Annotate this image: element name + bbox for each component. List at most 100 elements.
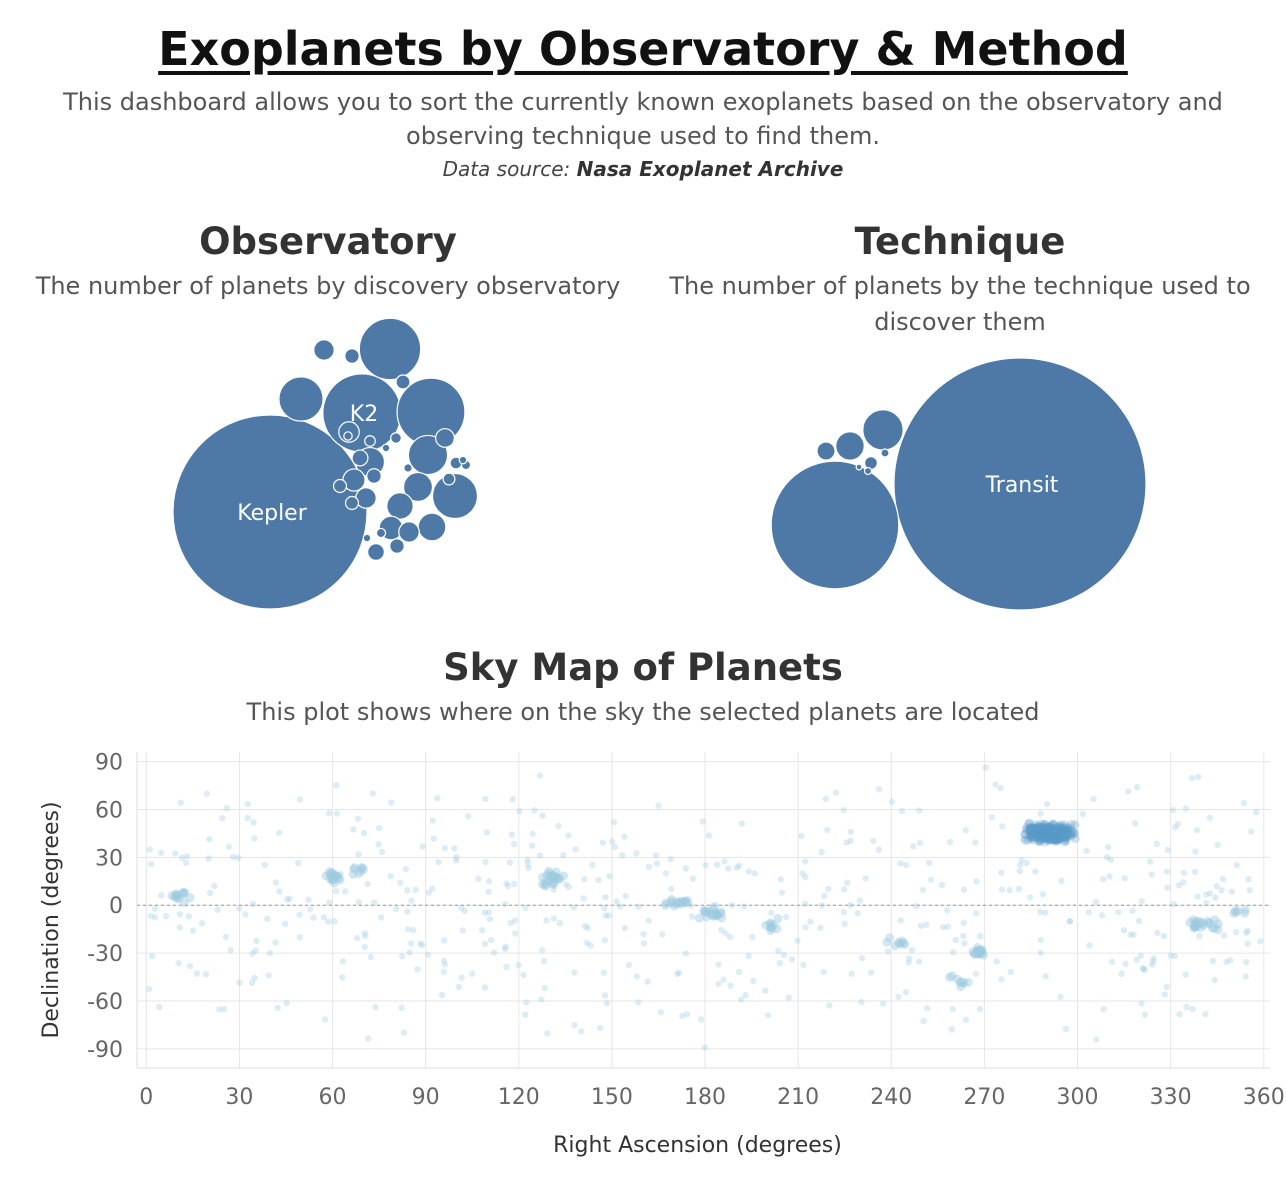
- planet-point: [1053, 833, 1063, 843]
- observatory-bubble[interactable]: [343, 431, 353, 441]
- observatory-bubble[interactable]: [381, 443, 391, 453]
- planet-point: [1057, 993, 1064, 1001]
- planet-point: [1047, 829, 1057, 839]
- planet-point: [504, 882, 512, 890]
- observatory-bubble[interactable]: [375, 527, 387, 539]
- planet-point: [1040, 827, 1050, 837]
- planet-point: [1044, 827, 1054, 837]
- planet-point: [441, 844, 449, 852]
- technique-bubble[interactable]: [862, 409, 904, 451]
- observatory-bubble[interactable]: [358, 318, 422, 381]
- planet-point: [434, 795, 441, 802]
- planet-point: [357, 863, 367, 873]
- planet-point: [1161, 991, 1168, 998]
- observatory-bubble[interactable]: [332, 478, 348, 494]
- planet-point: [1230, 906, 1240, 916]
- technique-bubble[interactable]: [855, 463, 863, 471]
- observatory-bubble[interactable]: [366, 468, 382, 484]
- planet-point: [580, 895, 587, 902]
- observatory-bubble[interactable]: [395, 374, 411, 390]
- observatory-bubble[interactable]: [435, 428, 455, 448]
- planet-point: [1037, 826, 1047, 836]
- technique-bubble[interactable]: [880, 448, 890, 458]
- observatory-bubble[interactable]: [458, 455, 468, 465]
- planet-point: [1043, 822, 1053, 832]
- observatory-bubble[interactable]: [402, 471, 434, 503]
- observatory-bubble[interactable]: [407, 434, 449, 476]
- planet-point: [1032, 833, 1042, 843]
- technique-bubble[interactable]: [816, 441, 836, 461]
- observatory-bubble[interactable]: [364, 435, 376, 447]
- observatory-bubble[interactable]: [431, 472, 479, 520]
- observatory-bubble[interactable]: [344, 348, 360, 364]
- observatory-bubble[interactable]: [417, 512, 447, 542]
- technique-bubble[interactable]: [863, 466, 873, 476]
- planet-point: [640, 940, 648, 947]
- technique-bubble[interactable]: [835, 431, 865, 461]
- planet-point: [1063, 830, 1073, 840]
- observatory-bubble[interactable]: [278, 376, 324, 422]
- planet-point: [1043, 831, 1053, 841]
- planet-point: [1042, 825, 1052, 835]
- planet-point: [1034, 831, 1044, 841]
- planet-point: [553, 874, 563, 884]
- planet-point: [350, 863, 360, 873]
- planet-point: [749, 933, 756, 941]
- planet-point: [330, 870, 340, 880]
- planet-point: [1028, 835, 1038, 845]
- planet-point: [1029, 826, 1039, 836]
- planet-point: [1061, 832, 1071, 842]
- planet-point: [888, 798, 896, 805]
- planet-point: [1121, 874, 1128, 882]
- bubble-label: Kepler: [237, 501, 307, 526]
- planet-point: [870, 837, 877, 845]
- technique-bubble[interactable]: [770, 460, 900, 590]
- kepler-bubble[interactable]: [172, 414, 368, 610]
- observatory-bubble[interactable]: [386, 492, 414, 520]
- planet-point: [956, 977, 966, 987]
- planet-point: [1037, 825, 1047, 835]
- planet-point: [667, 856, 675, 863]
- planet-point: [898, 807, 906, 815]
- observatory-bubble[interactable]: [367, 543, 385, 561]
- planet-point: [1038, 834, 1048, 844]
- planet-point: [1036, 826, 1046, 836]
- planet-point: [148, 953, 156, 960]
- observatory-bubble[interactable]: [362, 533, 372, 543]
- planet-point: [1194, 893, 1201, 900]
- planet-point: [1125, 788, 1132, 795]
- planet-point: [949, 1005, 957, 1013]
- planet-point: [548, 870, 558, 880]
- planet-point: [1057, 825, 1067, 835]
- planet-point: [621, 833, 628, 840]
- planet-point: [404, 887, 411, 894]
- observatory-bubble[interactable]: [351, 449, 369, 467]
- planet-point: [1049, 830, 1059, 840]
- planet-point: [172, 890, 182, 900]
- observatory-bubble[interactable]: [389, 538, 405, 554]
- planet-point: [536, 772, 544, 779]
- planet-point: [952, 936, 959, 944]
- planet-point: [333, 888, 340, 895]
- observatory-bubble[interactable]: [403, 463, 413, 473]
- observatory-bubble[interactable]: [355, 487, 377, 509]
- observatory-bubble[interactable]: [344, 495, 360, 511]
- planet-point: [1192, 848, 1199, 855]
- planet-point: [1048, 828, 1058, 838]
- planet-point: [879, 1000, 887, 1007]
- planet-point: [326, 874, 336, 884]
- observatory-bubble[interactable]: [390, 432, 402, 444]
- planet-point: [457, 904, 465, 911]
- planet-point: [700, 905, 710, 915]
- planet-point: [1051, 836, 1061, 846]
- observatory-bubble[interactable]: [313, 339, 335, 361]
- observatory-bubble[interactable]: [398, 521, 420, 543]
- planet-point: [1209, 924, 1219, 934]
- transit-bubble[interactable]: [893, 357, 1147, 611]
- observatory-bubble[interactable]: [442, 472, 456, 486]
- planet-point: [1043, 800, 1051, 808]
- planet-point: [676, 898, 686, 908]
- planet-point: [1070, 829, 1080, 839]
- planet-point: [1052, 830, 1062, 840]
